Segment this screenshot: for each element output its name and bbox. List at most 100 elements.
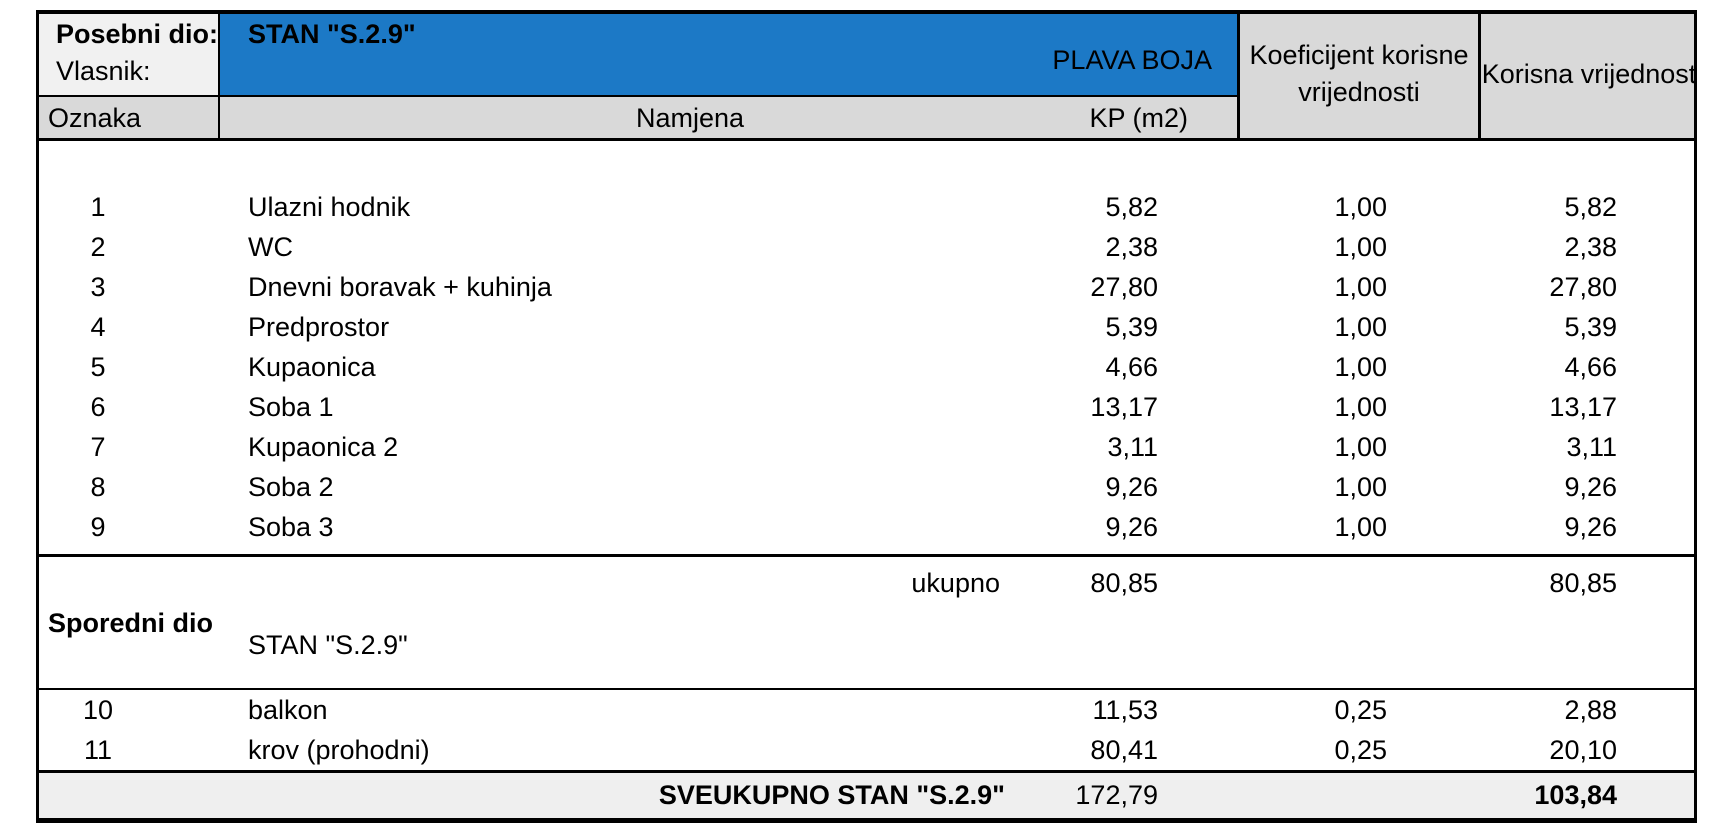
color-note: PLAVA BOJA <box>1052 45 1212 75</box>
apartment-title: STAN "S.2.9" <box>248 19 416 49</box>
divider-korisna-column <box>1478 10 1481 140</box>
divider-oznaka-column <box>218 10 220 140</box>
table-row: 7 Kupaonica 2 3,11 1,00 3,11 <box>0 427 1726 467</box>
row-oznaka: 2 <box>90 232 106 262</box>
row-kp: 4,66 <box>1105 352 1158 382</box>
table-row: 3 Dnevni boravak + kuhinja 27,80 1,00 27,80 <box>0 267 1726 307</box>
row-kp: 9,26 <box>1105 472 1158 502</box>
row-korisna: 5,82 <box>1564 192 1617 222</box>
column-header-oznaka: Oznaka <box>48 103 142 133</box>
row-oznaka: 3 <box>90 272 106 302</box>
row-korisna: 5,39 <box>1564 312 1617 342</box>
row-koef: 1,00 <box>1334 272 1387 302</box>
row-kp: 27,80 <box>1090 272 1158 302</box>
row-korisna: 9,26 <box>1564 472 1617 502</box>
row-namjena: Kupaonica 2 <box>248 432 399 462</box>
grand-total-korisna-value: 103,84 <box>1534 780 1617 810</box>
column-header-row-bg <box>36 95 1237 140</box>
row-koef: 1,00 <box>1334 312 1387 342</box>
table-row: 1 Ulazni hodnik 5,82 1,00 5,82 <box>0 187 1726 227</box>
row-oznaka: 4 <box>90 312 106 342</box>
row-korisna: 9,26 <box>1564 512 1617 542</box>
column-header-korisna-vrijednost: Korisna vrijednost <box>1481 58 1697 89</box>
row-korisna: 3,11 <box>1566 432 1617 462</box>
divider-above-grand-total <box>36 770 1697 773</box>
row-koef: 1,00 <box>1334 352 1387 382</box>
row-kp: 3,11 <box>1107 432 1158 462</box>
row-koef: 0,25 <box>1334 735 1387 765</box>
row-koef: 1,00 <box>1334 432 1387 462</box>
row-namjena: Ulazni hodnik <box>248 192 411 222</box>
divider-under-sporedni <box>36 688 1697 690</box>
row-kp: 11,53 <box>1092 695 1158 725</box>
row-oznaka: 10 <box>82 695 114 725</box>
table-row: 6 Soba 1 13,17 1,00 13,17 <box>0 387 1726 427</box>
row-namjena: Soba 1 <box>248 392 334 422</box>
row-korisna: 2,88 <box>1564 695 1617 725</box>
row-namjena: WC <box>248 232 293 262</box>
table-border-right <box>1694 10 1697 823</box>
row-oznaka: 11 <box>83 735 113 765</box>
row-korisna: 27,80 <box>1549 272 1617 302</box>
apartment-title-cell-bg <box>218 10 1237 95</box>
table-border-bottom <box>36 818 1697 823</box>
table-row: 4 Predprostor 5,39 1,00 5,39 <box>0 307 1726 347</box>
row-oznaka: 1 <box>90 192 106 222</box>
row-namjena: Dnevni boravak + kuhinja <box>248 272 552 302</box>
table-border-left <box>36 10 39 823</box>
row-koef: 0,25 <box>1334 695 1387 725</box>
row-oznaka: 6 <box>90 392 106 422</box>
subtotal-korisna-value: 80,85 <box>1549 568 1617 598</box>
row-kp: 13,17 <box>1090 392 1158 422</box>
row-namjena: Kupaonica <box>248 352 376 382</box>
table-row: 9 Soba 3 9,26 1,00 9,26 <box>0 507 1726 547</box>
row-kp: 80,41 <box>1090 735 1158 765</box>
table-row: 10 balkon 11,53 0,25 2,88 <box>0 690 1726 730</box>
row-namjena: balkon <box>248 695 328 725</box>
coefficient-header-cell-bg <box>1237 10 1478 140</box>
row-koef: 1,00 <box>1334 232 1387 262</box>
row-kp: 5,39 <box>1105 312 1158 342</box>
column-header-koeficijent: Koeficijent korisne vrijednosti <box>1249 40 1469 107</box>
row-kp: 2,38 <box>1105 232 1158 262</box>
row-koef: 1,00 <box>1334 512 1387 542</box>
row-koef: 1,00 <box>1334 392 1387 422</box>
subtotal-kp-value: 80,85 <box>1090 568 1158 598</box>
table-row: 5 Kupaonica 4,66 1,00 4,66 <box>0 347 1726 387</box>
row-oznaka: 5 <box>90 352 106 382</box>
row-namjena: Soba 2 <box>248 472 334 502</box>
divider-under-main-rows <box>36 554 1697 557</box>
sporedni-dio-apartment: STAN "S.2.9" <box>248 630 408 660</box>
table-row: 11 krov (prohodni) 80,41 0,25 20,10 <box>0 730 1726 770</box>
table-border-top <box>36 10 1697 14</box>
row-namjena: Soba 3 <box>248 512 334 542</box>
row-namjena: Predprostor <box>248 312 390 342</box>
row-korisna: 2,38 <box>1564 232 1617 262</box>
useful-value-header-cell-bg <box>1478 10 1697 140</box>
posebni-dio-label: Posebni dio: <box>56 19 218 49</box>
column-header-kp: KP (m2) <box>1089 103 1188 133</box>
grand-total-row-bg <box>36 770 1697 820</box>
row-koef: 1,00 <box>1334 192 1387 222</box>
divider-under-title-row <box>36 95 1239 97</box>
row-korisna: 13,17 <box>1549 392 1617 422</box>
table-row: 8 Soba 2 9,26 1,00 9,26 <box>0 467 1726 507</box>
row-kp: 5,82 <box>1105 192 1158 222</box>
column-header-namjena: Namjena <box>635 103 745 133</box>
row-kp: 9,26 <box>1105 512 1158 542</box>
subtotal-label: ukupno <box>911 568 1000 598</box>
table-row: 2 WC 2,38 1,00 2,38 <box>0 227 1726 267</box>
row-namjena: krov (prohodni) <box>248 735 430 765</box>
row-korisna: 20,10 <box>1549 735 1617 765</box>
row-oznaka: 8 <box>90 472 106 502</box>
divider-under-header <box>36 138 1697 141</box>
row-oznaka: 9 <box>90 512 106 542</box>
sporedni-dio-label: Sporedni dio <box>48 608 213 638</box>
grand-total-label: SVEUKUPNO STAN "S.2.9" <box>658 780 1005 810</box>
row-oznaka: 7 <box>90 432 106 462</box>
grand-total-kp-value: 172,79 <box>1075 780 1158 810</box>
divider-koeficijent-column <box>1237 10 1240 140</box>
vlasnik-label: Vlasnik: <box>56 56 151 86</box>
row-korisna: 4,66 <box>1564 352 1617 382</box>
